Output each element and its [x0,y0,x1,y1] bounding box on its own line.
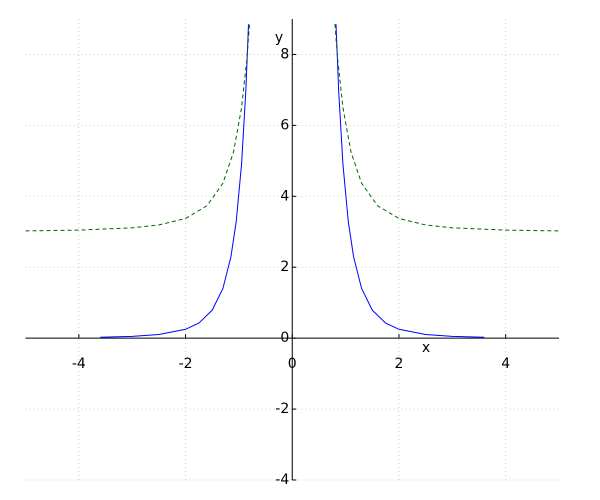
y-tick-label: 4 [280,188,289,204]
y-axis-label: y [275,30,283,46]
y-tick-label: 8 [280,46,289,62]
y-tick-label: -2 [275,401,289,417]
y-tick-label: 6 [280,117,289,133]
line [25,23,560,232]
x-tick-label: -2 [179,356,193,372]
y-tick-label: -4 [275,472,289,488]
y-tick-label: 0 [280,330,289,346]
x-tick-label: 4 [501,356,510,372]
x-tick-label: 2 [394,356,403,372]
x-tick-label: 0 [288,356,297,372]
y-tick-label: 2 [280,259,289,275]
x-tick-label: -4 [72,356,86,372]
line [100,24,485,338]
x-axis-label: x [422,340,430,356]
